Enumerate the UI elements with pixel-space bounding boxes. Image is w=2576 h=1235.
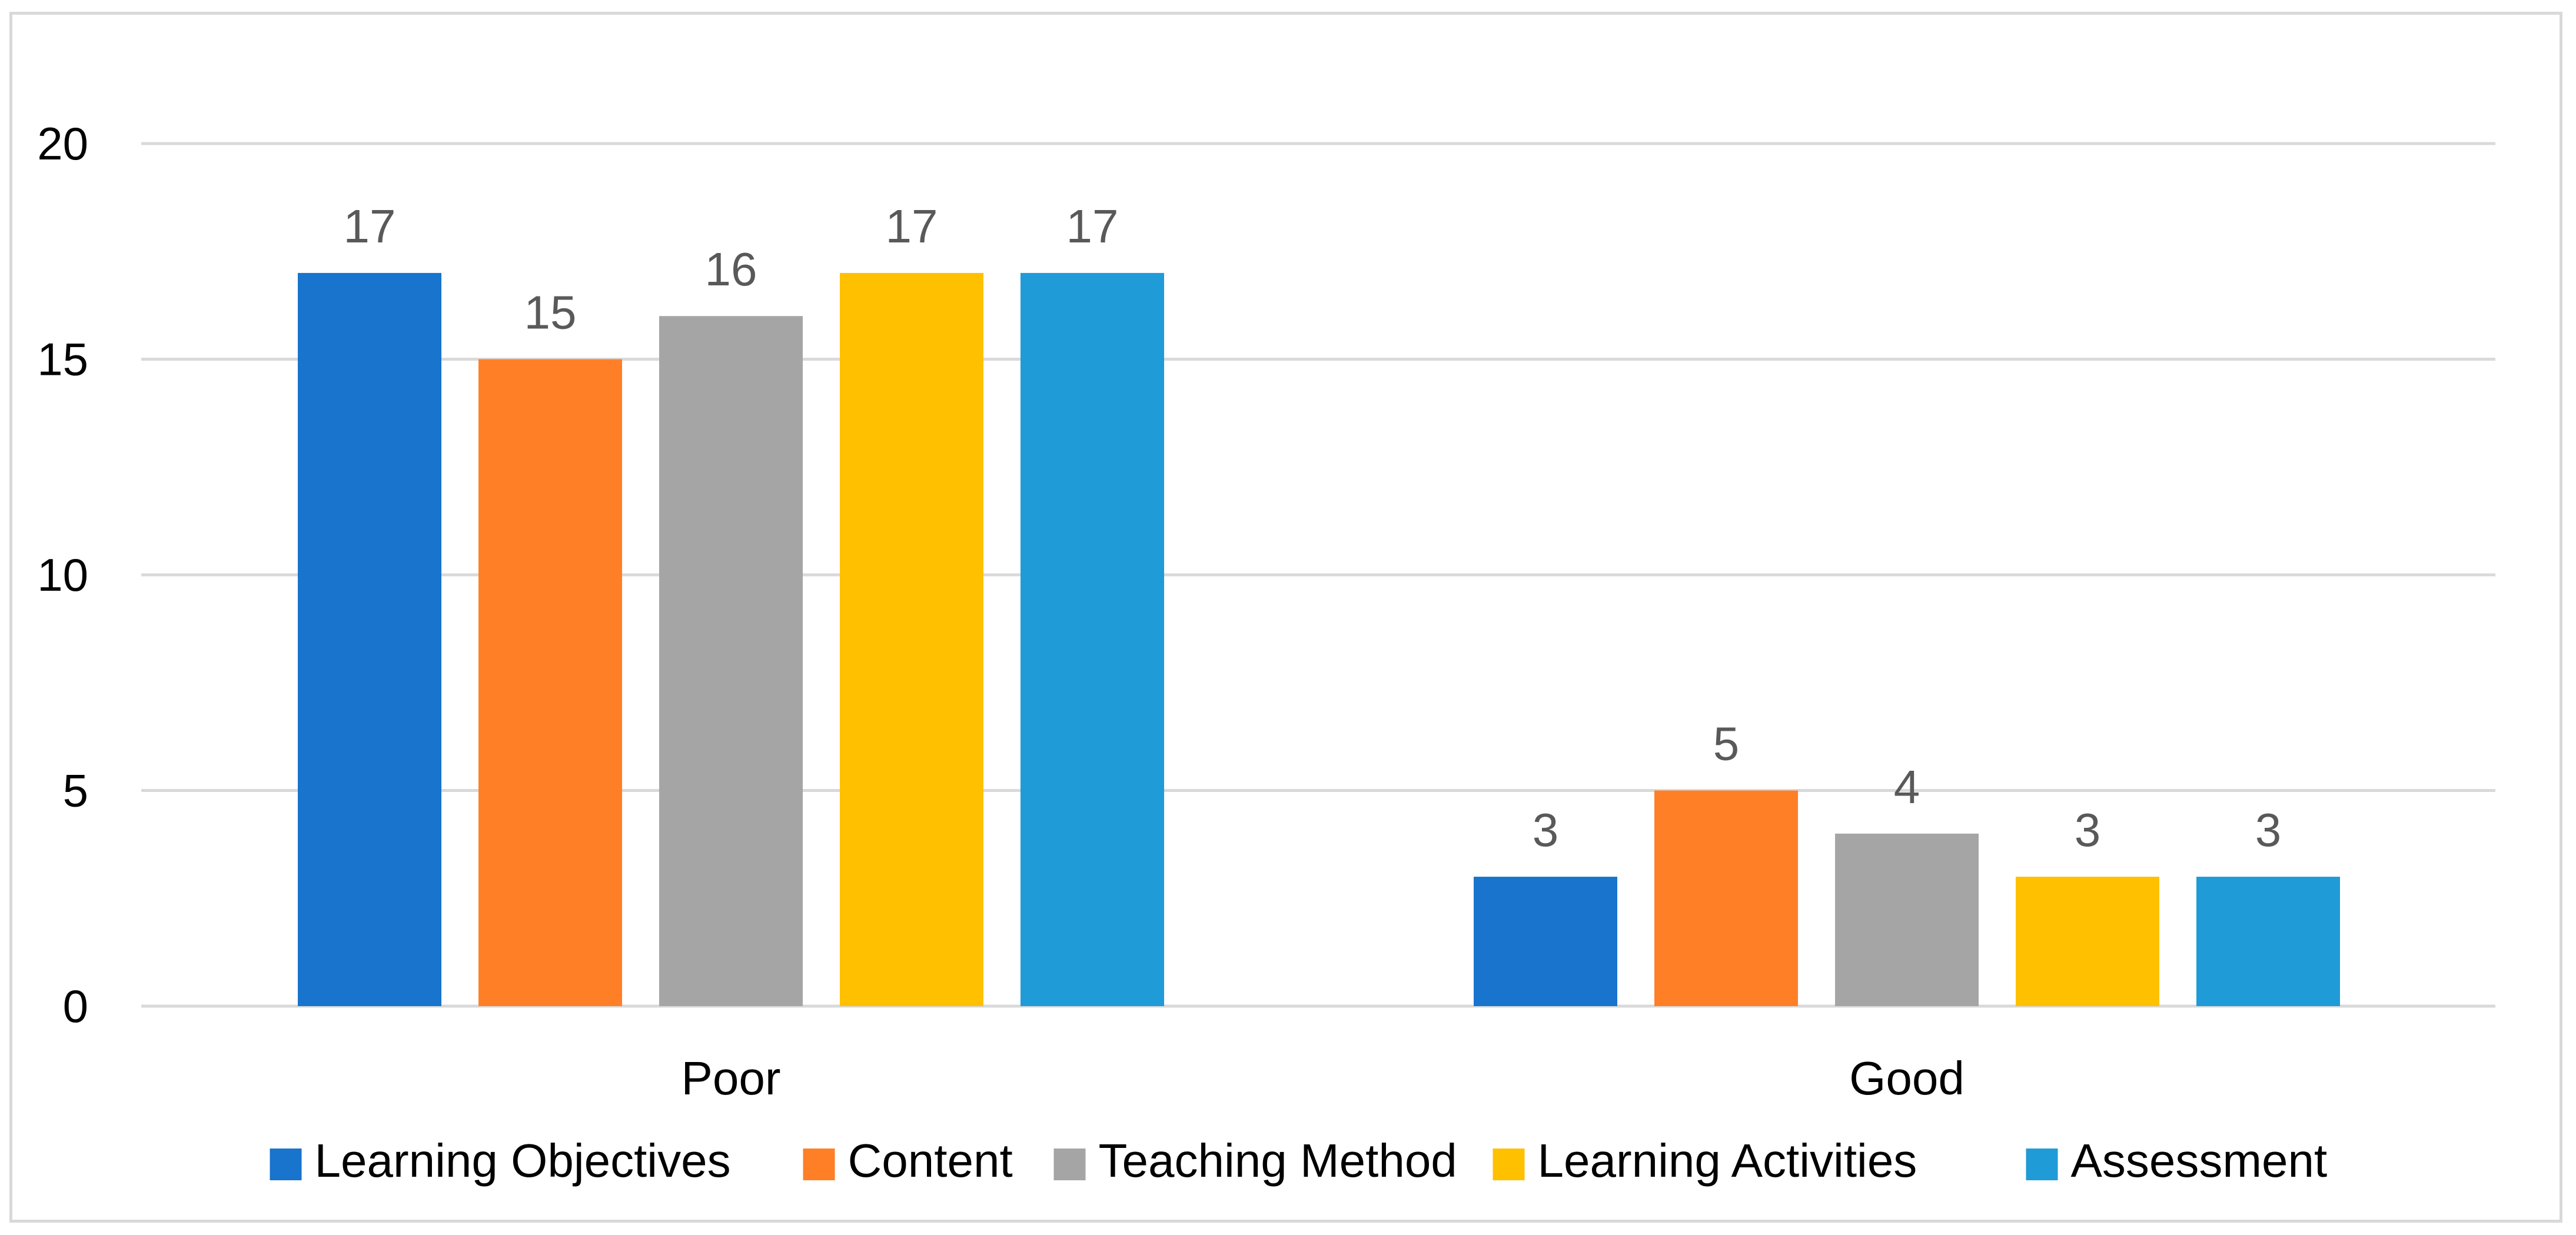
bar (1021, 272, 1164, 1006)
legend-swatch (1493, 1149, 1525, 1180)
bar (2016, 877, 2159, 1006)
legend-label: Learning Activities (1538, 1134, 1917, 1187)
legend-swatch (270, 1149, 302, 1180)
bar (1474, 877, 1617, 1006)
y-tick-label: 15 (37, 334, 88, 385)
legend-label: Teaching Method (1099, 1134, 1457, 1187)
y-tick-label: 20 (37, 118, 88, 169)
data-label: 3 (2255, 804, 2282, 856)
bars (298, 272, 2340, 1007)
y-axis-tick-labels: 0 5 10 15 20 (37, 118, 88, 1032)
data-label: 5 (1713, 718, 1740, 770)
legend: Learning Objectives Content Teaching Metho… (270, 1134, 2328, 1187)
legend-label: Content (848, 1134, 1013, 1187)
data-label: 15 (524, 287, 577, 339)
legend-item: Teaching Method (1053, 1134, 1457, 1187)
bar (1835, 833, 1979, 1006)
bar (2196, 877, 2340, 1006)
legend-label: Assessment (2071, 1134, 2328, 1187)
legend-swatch (803, 1149, 835, 1180)
bar (478, 359, 622, 1006)
data-label: 16 (705, 243, 757, 295)
x-axis-category-labels: Poor Good (682, 1052, 1965, 1104)
bar (659, 316, 803, 1007)
legend-item: Assessment (2026, 1134, 2328, 1187)
data-labels: 17 15 16 17 17 3 5 4 3 3 (344, 200, 2282, 856)
data-label: 17 (1066, 200, 1119, 252)
y-tick-label: 10 (37, 549, 88, 601)
data-label: 3 (1533, 804, 1559, 856)
legend-swatch (1053, 1149, 1086, 1180)
legend-label: Learning Objectives (315, 1134, 731, 1187)
y-tick-label: 5 (63, 765, 88, 817)
data-label: 17 (344, 200, 396, 252)
legend-item: Learning Objectives (270, 1134, 731, 1187)
y-tick-label: 0 (63, 980, 88, 1032)
data-label: 17 (886, 200, 938, 252)
bar (840, 272, 983, 1006)
legend-item: Content (803, 1134, 1013, 1187)
data-label: 3 (2075, 804, 2101, 856)
x-category-label: Good (1849, 1052, 1965, 1104)
bar (298, 272, 441, 1006)
legend-swatch (2026, 1149, 2058, 1180)
legend-item: Learning Activities (1493, 1134, 1917, 1187)
x-category-label: Poor (682, 1052, 781, 1104)
data-label: 4 (1894, 761, 1920, 813)
bar (1654, 790, 1798, 1006)
